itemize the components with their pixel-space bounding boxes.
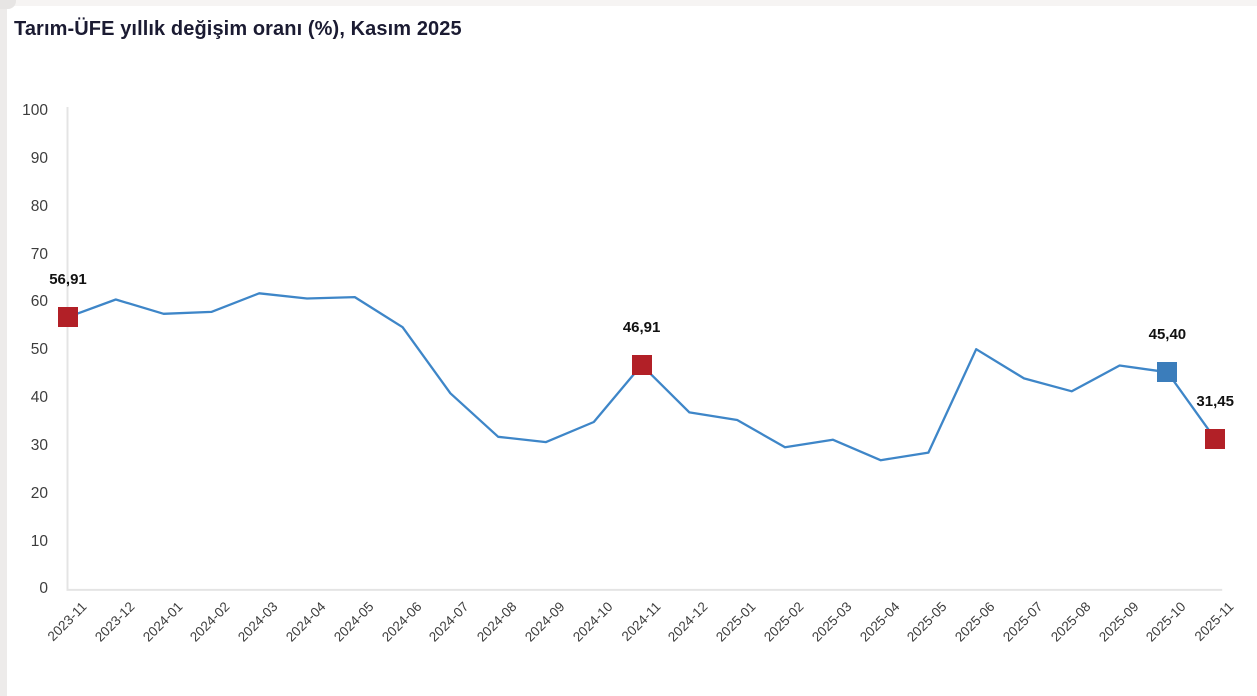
data-point-label: 46,91 [622,318,661,336]
page-edge-left [0,0,7,696]
data-point-label: 31,45 [1196,392,1234,410]
data-point-marker[interactable] [1205,428,1226,449]
data-point-marker[interactable] [58,307,78,328]
y-axis-tick-label: 50 [30,341,48,359]
y-axis-tick-label: 0 [39,580,48,598]
y-axis-tick-label: 10 [30,532,48,550]
page-edge-corner [0,0,16,9]
y-axis-tick-label: 20 [30,484,48,502]
y-axis-tick-label: 40 [30,389,48,407]
data-point-label: 45,40 [1148,326,1187,344]
chart-title: Tarım-ÜFE yıllık değişim oranı (%), Kası… [14,18,462,40]
y-axis-tick-label: 90 [30,149,48,167]
y-axis-tick-label: 60 [30,293,48,311]
y-axis-tick-label: 100 [22,102,48,119]
page-edge-top [0,0,1257,6]
y-axis-tick-label: 80 [30,197,48,215]
data-point-marker[interactable] [1157,362,1178,383]
data-point-marker[interactable] [631,354,652,375]
y-axis-tick-label: 30 [30,436,48,454]
y-axis-tick-label: 70 [30,245,48,263]
data-point-label: 56,91 [49,271,87,289]
